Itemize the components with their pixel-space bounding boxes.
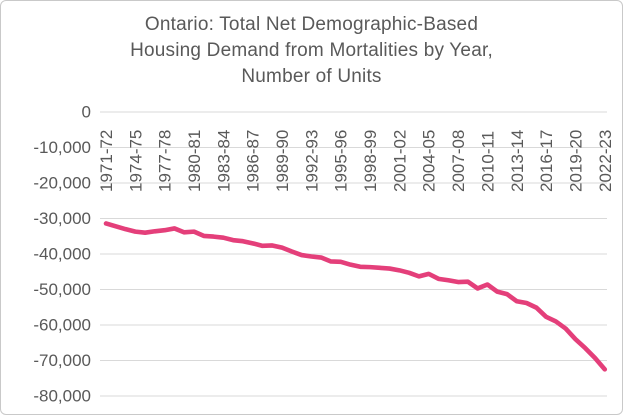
demand-line xyxy=(103,221,608,372)
x-axis-tick-label: 2013-14 xyxy=(508,130,527,192)
y-axis-tick-label: -10,000 xyxy=(33,138,91,157)
x-axis-tick-label: 1974-75 xyxy=(126,130,145,192)
x-axis-tick-label: 1992-93 xyxy=(302,130,321,192)
y-axis-tick-label: -50,000 xyxy=(33,280,91,299)
chart-title: Ontario: Total Net Demographic-Based Hou… xyxy=(130,14,493,87)
x-axis-tick-label: 1971-72 xyxy=(97,130,116,192)
x-axis-tick-label: 1989-90 xyxy=(273,130,292,192)
x-axis-tick-label: 1977-78 xyxy=(156,130,175,192)
x-axis-tick-label: 2001-02 xyxy=(390,130,409,192)
x-axis-tick-label: 1986-87 xyxy=(244,130,263,192)
x-axis-tick-label: 2022-23 xyxy=(596,130,615,192)
x-axis-tick-label: 2010-11 xyxy=(478,131,497,192)
y-axis-tick-label: -20,000 xyxy=(33,174,91,193)
x-axis-tick-label: 1995-96 xyxy=(332,130,351,192)
y-axis-tick-label: -80,000 xyxy=(33,387,91,406)
y-axis-tick-label: 0 xyxy=(82,103,91,122)
x-axis-tick-label: 2007-08 xyxy=(449,130,468,192)
y-axis-tick-label: -40,000 xyxy=(33,245,91,264)
x-axis-tick-label: 2016-17 xyxy=(537,130,556,192)
y-axis-tick-label: -60,000 xyxy=(33,316,91,335)
x-axis-tick-label: 1980-81 xyxy=(185,130,204,192)
y-axis-tick-label: -30,000 xyxy=(33,209,91,228)
x-axis-tick-label: 1998-99 xyxy=(361,130,380,192)
x-axis-tick-label: 2004-05 xyxy=(420,130,439,192)
x-axis-tick-label: 2019-20 xyxy=(566,130,585,192)
y-axis-tick-label: -70,000 xyxy=(33,351,91,370)
x-axis-tick-label: 1983-84 xyxy=(214,130,233,192)
